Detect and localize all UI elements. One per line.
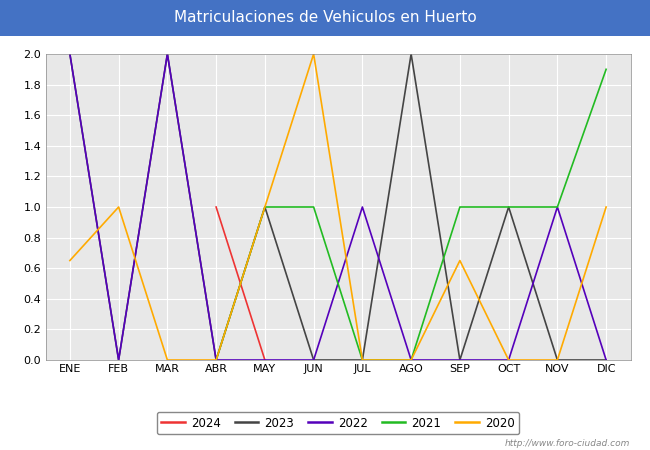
Text: Matriculaciones de Vehiculos en Huerto: Matriculaciones de Vehiculos en Huerto <box>174 10 476 26</box>
Text: http://www.foro-ciudad.com: http://www.foro-ciudad.com <box>505 439 630 448</box>
Legend: 2024, 2023, 2022, 2021, 2020: 2024, 2023, 2022, 2021, 2020 <box>157 412 519 434</box>
